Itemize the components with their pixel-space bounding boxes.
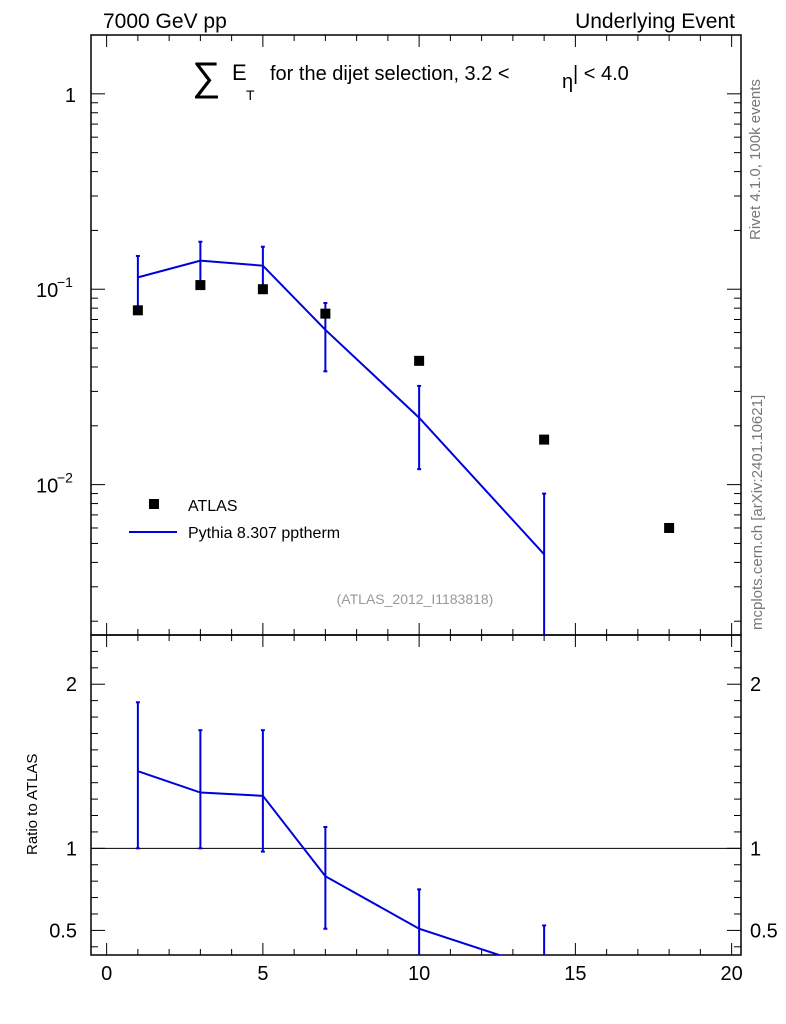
header-left: 7000 GeV pp xyxy=(103,10,227,33)
ratio-ytick-label-left: 2 xyxy=(66,674,77,696)
ratio-ylabel: Ratio to ATLAS xyxy=(24,754,41,855)
title-sum-symbol: ∑ xyxy=(192,55,221,99)
title-rest: | < 4.0 xyxy=(573,63,629,85)
main-ytick-label: 10 xyxy=(36,280,58,302)
ratio-axis-ticks: 0 5 10 15 20 0.5 0.5 1 1 2 2 xyxy=(49,635,778,985)
main-series xyxy=(132,240,675,635)
reference-label: (ATLAS_2012_I1183818) xyxy=(337,591,494,607)
ratio-line xyxy=(137,770,503,955)
ratio-xtick-label: 15 xyxy=(564,963,586,985)
main-ytick-label: 10 xyxy=(36,476,58,498)
ratio-ytick-label-left: 1 xyxy=(66,838,77,860)
ratio-ytick-label-right: 1 xyxy=(750,838,761,860)
rivet-label: Rivet 4.1.0, 100k events xyxy=(747,79,764,240)
ratio-ytick-label-right: 2 xyxy=(750,674,761,696)
atlas-data-point xyxy=(320,308,331,319)
ratio-panel-frame xyxy=(90,634,742,956)
legend-data-label: ATLAS xyxy=(188,498,238,515)
ratio-ytick-label-left: 0.5 xyxy=(49,920,77,942)
ratio-xtick-label: 20 xyxy=(721,963,743,985)
atlas-data-point xyxy=(257,284,268,295)
title-e-letter: E xyxy=(232,60,247,85)
atlas-data-point xyxy=(664,522,675,533)
ratio-series xyxy=(91,701,741,955)
title-eta: η xyxy=(562,71,573,93)
main-ytick-exponent: −2 xyxy=(57,470,73,486)
atlas-data-point xyxy=(132,305,143,316)
legend: ATLAS Pythia 8.307 pptherm xyxy=(129,498,340,542)
atlas-data-point xyxy=(195,280,206,291)
legend-data-marker xyxy=(149,499,159,509)
ratio-xtick-label: 0 xyxy=(101,963,112,985)
main-axis-ticks: 110−110−2 xyxy=(36,34,741,635)
main-ytick-exponent: −1 xyxy=(57,274,73,290)
ratio-xtick-label: 10 xyxy=(408,963,430,985)
atlas-data-point xyxy=(539,434,550,445)
header-right: Underlying Event xyxy=(575,10,735,33)
title-t-subscript: T xyxy=(246,87,255,103)
mcplots-label: mcplots.cern.ch [arXiv:2401.10621] xyxy=(749,395,766,630)
ratio-xtick-label: 5 xyxy=(257,963,268,985)
plot-title: ∑ E T for the dijet selection, 3.2 < η |… xyxy=(192,55,629,103)
main-ytick-label: 1 xyxy=(65,85,76,107)
main-panel-frame xyxy=(90,34,742,636)
ratio-ytick-label-right: 0.5 xyxy=(750,920,778,942)
legend-mc-label: Pythia 8.307 pptherm xyxy=(188,525,340,542)
title-text: for the dijet selection, 3.2 < xyxy=(270,63,510,85)
atlas-data-point xyxy=(414,355,425,366)
mc-line xyxy=(137,259,545,555)
